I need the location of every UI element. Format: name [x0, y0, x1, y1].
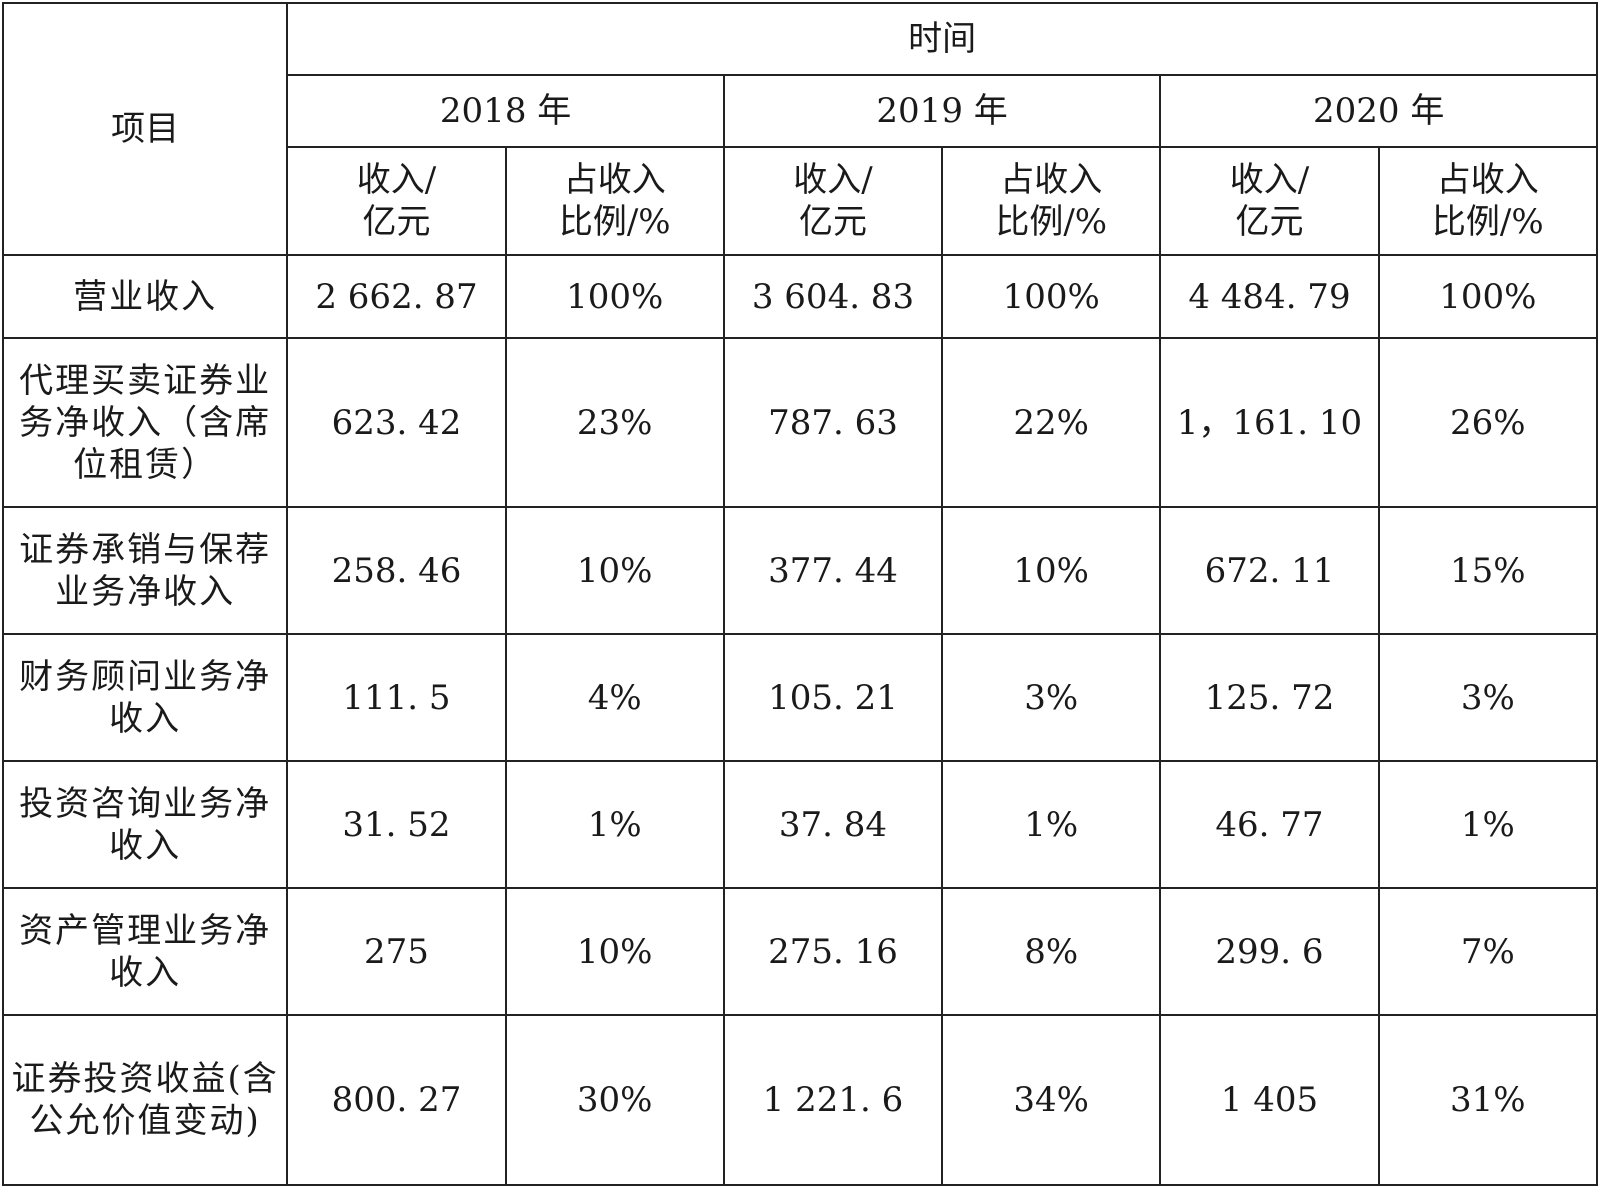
income-cell: 125. 72: [1159, 633, 1380, 762]
table-row: 资产管理业务净收入 275 10% 275. 16 8% 299. 6 7%: [1, 887, 1599, 1016]
ratio-cell: 3%: [1377, 633, 1599, 762]
table-row: 投资咨询业务净收入 31. 52 1% 37. 84 1% 46. 77 1%: [1, 760, 1599, 889]
table-row: 代理买卖证券业务净收入（含席位租赁） 623. 42 23% 787. 63 2…: [1, 337, 1599, 508]
item-cell: 证券承销与保荐业务净收入: [1, 506, 289, 635]
income-cell: 1 405: [1159, 1014, 1380, 1186]
income-cell: 275: [286, 887, 507, 1016]
income-cell: 3 604. 83: [722, 254, 944, 339]
year-header-2020: 2020 年: [1159, 74, 1598, 148]
income-cell: 37. 84: [722, 760, 944, 889]
ratio-cell: 8%: [941, 887, 1162, 1016]
ratio-cell: 23%: [504, 337, 725, 508]
item-cell: 证券投资收益(含公允价值变动): [1, 1014, 289, 1186]
item-cell: 投资咨询业务净收入: [1, 760, 289, 889]
table-row: 证券承销与保荐业务净收入 258. 46 10% 377. 44 10% 672…: [1, 506, 1599, 635]
income-cell: 258. 46: [286, 506, 507, 635]
ratio-cell: 1%: [1377, 760, 1599, 889]
item-cell: 营业收入: [1, 254, 289, 339]
ratio-subheader-2020: 占收入 比例/%: [1377, 146, 1599, 256]
income-cell: 377. 44: [722, 506, 944, 635]
ratio-cell: 31%: [1377, 1014, 1599, 1186]
income-subheader-2018: 收入/亿元: [286, 146, 507, 256]
ratio-subheader-2018: 占收入 比例/%: [504, 146, 725, 256]
income-cell: 787. 63: [722, 337, 944, 508]
ratio-subheader-2019: 占收入 比例/%: [941, 146, 1162, 256]
ratio-cell: 30%: [504, 1014, 725, 1186]
ratio-cell: 1%: [941, 760, 1162, 889]
income-cell: 623. 42: [286, 337, 507, 508]
income-cell: 299. 6: [1159, 887, 1380, 1016]
income-cell: 672. 11: [1159, 506, 1380, 635]
income-cell: 4 484. 79: [1159, 254, 1380, 339]
income-cell: 1 221. 6: [722, 1014, 944, 1186]
ratio-cell: 10%: [941, 506, 1162, 635]
ratio-cell: 15%: [1377, 506, 1599, 635]
ratio-cell: 10%: [504, 887, 725, 1016]
income-cell: 800. 27: [286, 1014, 507, 1186]
income-cell: 275. 16: [722, 887, 944, 1016]
item-cell: 财务顾问业务净收入: [1, 633, 289, 762]
income-cell: 1，161. 10: [1159, 337, 1380, 508]
ratio-cell: 26%: [1377, 337, 1599, 508]
item-cell: 资产管理业务净收入: [1, 887, 289, 1016]
item-cell: 代理买卖证券业务净收入（含席位租赁）: [1, 337, 289, 508]
ratio-cell: 10%: [504, 506, 725, 635]
ratio-cell: 100%: [1377, 254, 1599, 339]
table-row: 营业收入 2 662. 87 100% 3 604. 83 100% 4 484…: [1, 254, 1599, 339]
header-row-subcolumns: 收入/亿元 占收入 比例/% 收入/亿元 占收入 比例/% 收入/亿元 占收入 比例/…: [3, 146, 1599, 256]
ratio-cell: 100%: [941, 254, 1162, 339]
table-row: 证券投资收益(含公允价值变动) 800. 27 30% 1 221. 6 34%…: [1, 1014, 1599, 1186]
income-cell: 2 662. 87: [286, 254, 507, 339]
ratio-cell: 1%: [504, 760, 725, 889]
year-header-2018: 2018 年: [286, 74, 725, 148]
header-row-years: 2018 年 2019 年 2020 年: [3, 74, 1598, 148]
income-cell: 31. 52: [286, 760, 507, 889]
ratio-cell: 7%: [1377, 887, 1599, 1016]
table-row: 财务顾问业务净收入 111. 5 4% 105. 21 3% 125. 72 3…: [1, 633, 1599, 762]
item-header: 项目: [1, 2, 289, 256]
income-subheader-2019: 收入/亿元: [722, 146, 944, 256]
income-cell: 46. 77: [1159, 760, 1380, 889]
header-row-time: 项目 时间: [1, 2, 1598, 256]
ratio-cell: 22%: [941, 337, 1162, 508]
ratio-cell: 100%: [504, 254, 725, 339]
ratio-cell: 4%: [504, 633, 725, 762]
income-cell: 111. 5: [286, 633, 507, 762]
year-header-2019: 2019 年: [722, 74, 1162, 148]
time-header: 时间: [286, 2, 1598, 76]
income-cell: 105. 21: [722, 633, 944, 762]
income-subheader-2020: 收入/亿元: [1159, 146, 1380, 256]
ratio-cell: 34%: [941, 1014, 1162, 1186]
ratio-cell: 3%: [941, 633, 1162, 762]
